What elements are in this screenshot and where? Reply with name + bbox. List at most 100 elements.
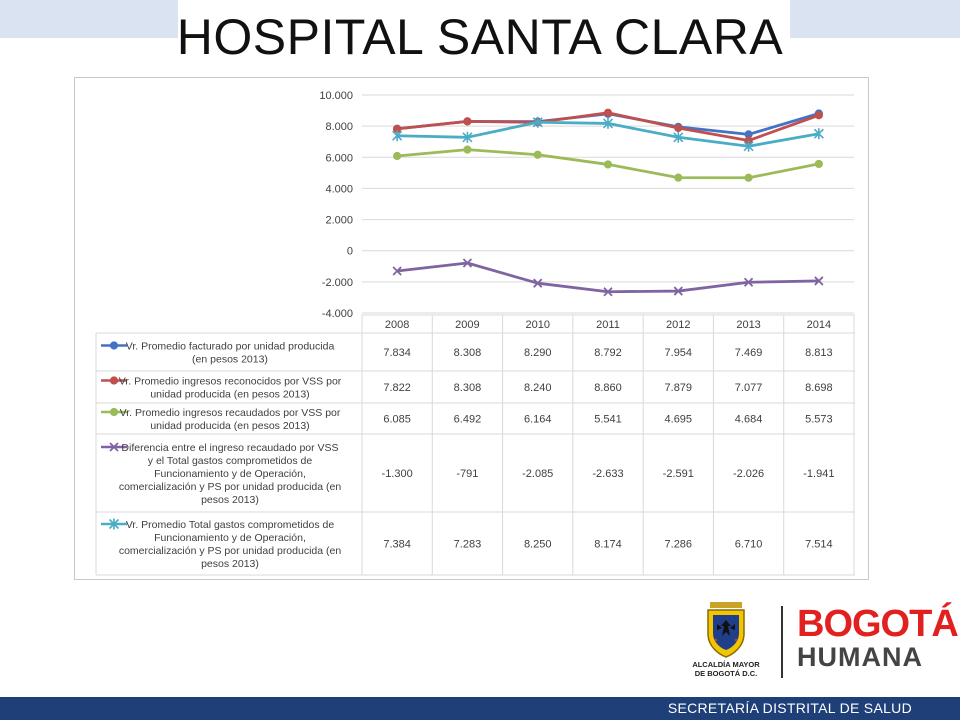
legend-label-line: comercialización y PS por unidad produci… bbox=[119, 481, 342, 493]
data-value-label: 7.077 bbox=[735, 382, 763, 394]
y-tick-label: 2.000 bbox=[325, 215, 353, 227]
data-point bbox=[814, 276, 824, 286]
data-value-label: -2.633 bbox=[592, 468, 623, 480]
data-value-label: 8.308 bbox=[454, 382, 482, 394]
data-point bbox=[814, 111, 823, 120]
data-value-label: 6.492 bbox=[454, 414, 482, 426]
series-line-4 bbox=[396, 261, 819, 294]
y-tick-label: -4.000 bbox=[322, 308, 353, 320]
legend-label-line: Vr. Promedio ingresos recaudados por VSS… bbox=[120, 407, 341, 419]
data-value-label: 7.286 bbox=[665, 539, 693, 551]
data-point bbox=[533, 278, 543, 288]
y-tick-label: 0 bbox=[347, 246, 353, 258]
data-value-label: 7.283 bbox=[454, 539, 482, 551]
legend-key-marker bbox=[108, 518, 120, 530]
data-point bbox=[674, 173, 683, 182]
alcaldia-line-2: DE BOGOTÁ D.C. bbox=[694, 669, 758, 678]
data-value-label: 4.684 bbox=[735, 414, 763, 426]
data-point bbox=[462, 258, 473, 268]
data-point bbox=[532, 116, 543, 128]
data-point bbox=[393, 151, 402, 161]
logo-divider bbox=[781, 606, 783, 678]
data-value-label: 6.164 bbox=[524, 414, 552, 426]
data-value-label: 8.813 bbox=[805, 347, 833, 359]
data-value-label: 8.698 bbox=[805, 382, 833, 394]
legend-label-line: Vr. Promedio ingresos reconocidos por VS… bbox=[119, 376, 342, 388]
y-tick-label: 4.000 bbox=[325, 183, 353, 195]
legend-label-line: Funcionamiento y de Operación, bbox=[154, 468, 306, 480]
data-value-label: 7.822 bbox=[383, 382, 411, 394]
legend-label-line: unidad producida (en pesos 2013) bbox=[150, 389, 309, 401]
data-value-label: 7.514 bbox=[805, 539, 833, 551]
alcaldia-line-1: ALCALDÍA MAYOR bbox=[692, 660, 760, 669]
data-point bbox=[813, 128, 824, 140]
data-value-label: 5.573 bbox=[805, 414, 833, 426]
data-value-label: 8.860 bbox=[594, 382, 622, 394]
data-value-label: 5.541 bbox=[594, 414, 622, 426]
data-point bbox=[743, 277, 754, 287]
legend-label-line: comercialización y PS por unidad produci… bbox=[119, 545, 342, 557]
data-point bbox=[673, 286, 683, 296]
data-value-label: -2.085 bbox=[522, 468, 553, 480]
legend-label-line: y el Total gastos comprometidos de bbox=[148, 455, 313, 467]
data-value-label: 7.879 bbox=[665, 382, 693, 394]
data-value-label: 7.954 bbox=[665, 347, 693, 359]
logos-area: ALCALDÍA MAYOR DE BOGOTÁ D.C. BOGOTÁ HUM… bbox=[690, 602, 959, 682]
data-point bbox=[673, 131, 684, 143]
data-value-label: 8.792 bbox=[594, 347, 622, 359]
footer-bar: SECRETARÍA DISTRITAL DE SALUD bbox=[0, 697, 960, 720]
data-value-label: -1.941 bbox=[803, 468, 834, 480]
footer-text: SECRETARÍA DISTRITAL DE SALUD bbox=[667, 700, 912, 716]
legend-label-line: (en pesos 2013) bbox=[192, 354, 268, 366]
data-value-label: 8.308 bbox=[454, 347, 482, 359]
x-category-label: 2012 bbox=[666, 319, 690, 331]
data-point bbox=[603, 160, 613, 169]
bogota-coat-of-arms-icon bbox=[707, 602, 745, 658]
legend-label-line: Vr. Promedio facturado por unidad produc… bbox=[126, 341, 335, 353]
data-point bbox=[744, 173, 753, 182]
data-value-label: 6.710 bbox=[735, 539, 763, 551]
chart-frame: 10.000 8.000 6.000 4.000 2.000 0 -2.000 -4.000 2… bbox=[74, 77, 869, 580]
data-value-label: 7.469 bbox=[735, 347, 763, 359]
data-point bbox=[743, 140, 754, 152]
data-value-label: 7.384 bbox=[383, 539, 411, 551]
x-category-label: 2011 bbox=[596, 319, 620, 331]
legend-label-line: Funcionamiento y de Operación, bbox=[154, 532, 306, 544]
data-point bbox=[392, 130, 403, 142]
x-category-label: 2008 bbox=[385, 319, 409, 331]
data-value-label: -1.300 bbox=[382, 468, 413, 480]
data-value-label: 6.085 bbox=[383, 414, 411, 426]
slide-title: HOSPITAL SANTA CLARA bbox=[176, 9, 784, 65]
bogota-logo-text: BOGOTÁ bbox=[797, 603, 959, 645]
x-category-label: 2014 bbox=[807, 319, 831, 331]
legend-key-marker bbox=[109, 376, 119, 385]
legend-key-marker bbox=[109, 407, 119, 417]
data-value-label: -791 bbox=[456, 468, 478, 480]
x-category-label: 2009 bbox=[455, 319, 479, 331]
data-point bbox=[603, 108, 613, 117]
data-point bbox=[462, 131, 473, 143]
x-category-label: 2013 bbox=[736, 319, 760, 331]
data-point bbox=[602, 117, 614, 129]
data-point bbox=[814, 159, 823, 169]
legend-label-line: unidad producida (en pesos 2013) bbox=[150, 420, 309, 432]
data-value-label: 4.695 bbox=[665, 414, 693, 426]
y-tick-label: -2.000 bbox=[322, 277, 353, 289]
data-value-label: 8.250 bbox=[524, 539, 552, 551]
data-point bbox=[674, 123, 683, 133]
legend-label-line: pesos 2013) bbox=[201, 558, 259, 570]
data-value-label: -2.591 bbox=[663, 468, 694, 480]
data-point bbox=[533, 150, 542, 159]
y-tick-label: 8.000 bbox=[325, 121, 353, 133]
title-backdrop bbox=[178, 0, 790, 76]
data-point bbox=[463, 117, 472, 126]
y-tick-label: 10.000 bbox=[319, 90, 353, 102]
data-value-label: 8.240 bbox=[524, 382, 552, 394]
legend-label-line: Diferencia entre el ingreso recaudado po… bbox=[121, 442, 338, 454]
y-tick-label: 6.000 bbox=[325, 152, 353, 164]
legend-key-marker bbox=[109, 341, 119, 350]
line-chart-with-data-table: 10.000 8.000 6.000 4.000 2.000 0 -2.000 -4.000 2… bbox=[95, 90, 855, 576]
legend-key-marker bbox=[109, 442, 119, 452]
data-point bbox=[392, 266, 402, 276]
data-value-label: -2.026 bbox=[733, 468, 764, 480]
